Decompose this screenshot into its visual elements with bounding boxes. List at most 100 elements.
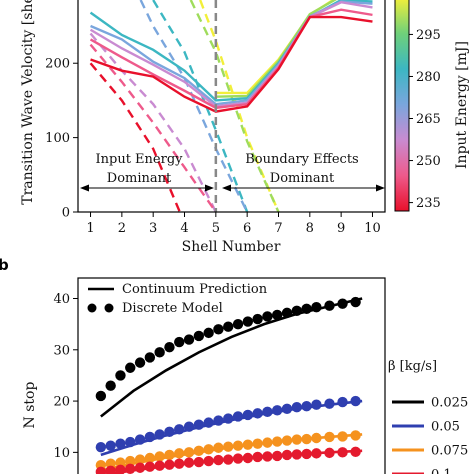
- y-tick-label: 100: [45, 131, 70, 146]
- legend-discrete-label: Discrete Model: [122, 301, 223, 316]
- discrete-point: [232, 411, 244, 422]
- discrete-point: [223, 441, 234, 452]
- discrete-point: [337, 431, 348, 442]
- annotation-left-line1: Input Energy: [96, 152, 184, 167]
- solid-series-line: [89, 8, 373, 110]
- solid-series-line: [215, 0, 336, 95]
- discrete-point: [134, 454, 146, 465]
- discrete-point: [301, 303, 312, 314]
- discrete-point: [252, 408, 263, 419]
- discrete-point: [203, 455, 214, 467]
- discrete-point: [134, 434, 146, 445]
- discrete-point: [272, 405, 283, 416]
- y-tick-label: 0: [62, 206, 70, 221]
- x-tick-label: 4: [180, 221, 188, 236]
- panel-a-frame: [77, 0, 386, 213]
- x-tick-label: 9: [337, 221, 345, 236]
- discrete-point: [125, 362, 136, 373]
- discrete-point: [291, 434, 303, 445]
- panel-b-series: [95, 296, 363, 474]
- discrete-point: [324, 300, 335, 311]
- discrete-point: [242, 316, 254, 327]
- annotation-right-line1: Boundary Effects: [245, 152, 358, 167]
- discrete-point: [164, 449, 175, 461]
- dashed-series-line: [89, 32, 217, 212]
- panel-a-y-ticks: 0 100 200: [45, 57, 78, 221]
- discrete-point: [324, 447, 335, 459]
- colorbar-tick-label: 295: [416, 28, 441, 43]
- discrete-point: [252, 451, 263, 463]
- discrete-point: [262, 311, 273, 322]
- solid-series-line: [90, 15, 373, 113]
- discrete-point: [95, 390, 107, 402]
- solid-series-line: [215, 0, 338, 98]
- legend-beta: β [kg/s] 0.025 0.05 0.075 0.1: [388, 359, 468, 474]
- discrete-point: [311, 448, 322, 459]
- discrete-point: [213, 324, 224, 335]
- discrete-point: [291, 402, 303, 413]
- x-tick-label: 2: [118, 221, 126, 236]
- discrete-point: [262, 451, 273, 462]
- dashed-series-line: [89, 62, 185, 212]
- discrete-point: [134, 462, 146, 473]
- colorbar-tick-label: 280: [416, 70, 441, 85]
- dashed-series-line: [89, 43, 217, 212]
- discrete-point: [337, 396, 348, 408]
- discrete-point: [174, 448, 185, 459]
- discrete-point: [174, 336, 185, 348]
- discrete-point: [232, 440, 244, 451]
- panel-b-frame: [77, 277, 386, 474]
- panel-a-y-axis-label: Transition Wave Velocity [she: [20, 0, 36, 205]
- panel-a-series: [89, 0, 373, 212]
- annotation-right-arrow: [222, 184, 385, 192]
- discrete-point: [115, 438, 126, 449]
- discrete-point: [125, 463, 136, 474]
- discrete-point: [164, 459, 175, 470]
- discrete-point: [115, 464, 126, 474]
- discrete-point: [242, 452, 254, 464]
- discrete-point: [213, 454, 224, 466]
- legend-beta-label: 0.025: [431, 396, 468, 411]
- colorbar: 235 250 265 280 295 Input Energy [mJ]: [394, 0, 470, 212]
- legend-beta-label: 0.075: [431, 444, 468, 459]
- discrete-point: [337, 447, 348, 458]
- legend-main: Continuum Prediction Discrete Model: [87, 282, 268, 316]
- panel-b-y-axis-label: N stop: [22, 382, 38, 429]
- y-tick-label: 40: [53, 292, 70, 307]
- y-tick-label: 10: [53, 446, 70, 461]
- legend-continuum-label: Continuum Prediction: [122, 282, 268, 297]
- discrete-point: [232, 318, 244, 330]
- discrete-point: [154, 347, 165, 358]
- discrete-point: [183, 447, 195, 458]
- discrete-point: [281, 449, 293, 461]
- discrete-point: [213, 415, 224, 426]
- panel-a-x-ticks: 1 2 3 4 5 6 7 8 9 10: [86, 212, 381, 236]
- discrete-point: [301, 401, 312, 412]
- discrete-point: [262, 406, 273, 418]
- discrete-point: [350, 296, 361, 308]
- panel-b-y-ticks: 10 20 30 40: [53, 292, 78, 461]
- discrete-point: [324, 431, 335, 443]
- discrete-point: [125, 436, 136, 448]
- discrete-point: [193, 445, 205, 457]
- legend-discrete-swatch-dot: [104, 303, 114, 313]
- discrete-point: [301, 448, 312, 460]
- discrete-point: [272, 436, 283, 447]
- discrete-point: [95, 466, 107, 474]
- colorbar-ticks: 235 250 265 280 295: [409, 28, 441, 211]
- discrete-point: [174, 424, 185, 435]
- discrete-point: [203, 417, 214, 428]
- discrete-point: [174, 458, 185, 469]
- discrete-point: [337, 298, 348, 309]
- discrete-point: [144, 431, 156, 443]
- legend-beta-label: 0.05: [431, 420, 460, 435]
- discrete-point: [242, 439, 254, 450]
- discrete-point: [291, 449, 303, 460]
- discrete-point: [144, 461, 156, 472]
- discrete-point: [154, 429, 165, 440]
- x-tick-label: 3: [149, 221, 157, 236]
- colorbar-tick-label: 265: [416, 112, 441, 127]
- legend-beta-entries: 0.025 0.05 0.075 0.1: [392, 396, 468, 474]
- discrete-point: [125, 455, 136, 467]
- discrete-point: [232, 453, 244, 464]
